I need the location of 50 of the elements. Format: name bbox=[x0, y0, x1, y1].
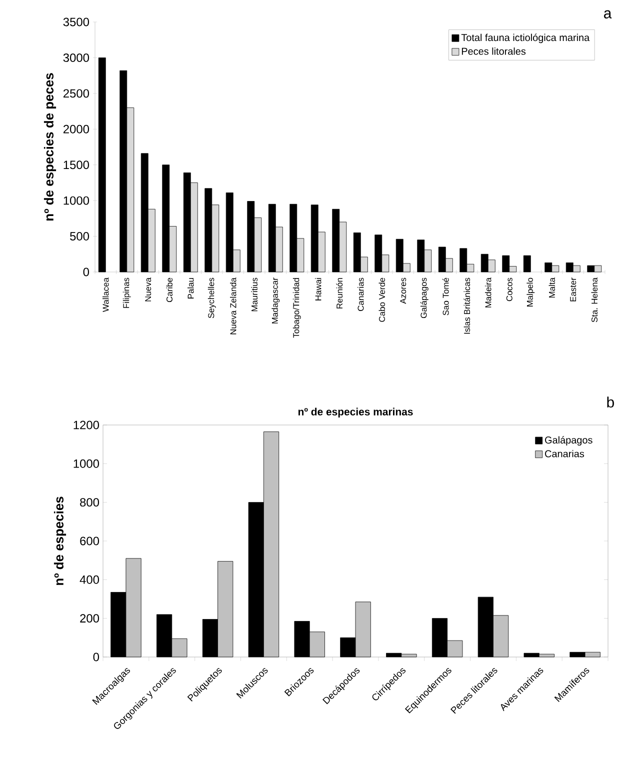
legend-label: Canarias bbox=[545, 450, 584, 458]
x-tick-label: Easter bbox=[570, 278, 576, 302]
y-tick-label: 1000 bbox=[64, 196, 90, 205]
x-tick-label: Hawai bbox=[315, 278, 322, 300]
x-tick-label: Galápagos bbox=[420, 278, 428, 318]
y-tick-label: 1500 bbox=[64, 160, 90, 170]
x-tick-label: Caribe bbox=[166, 278, 172, 302]
y-tick-label: 500 bbox=[70, 232, 90, 240]
x-tick-label: Azores bbox=[400, 278, 406, 304]
y-tick-label: 0 bbox=[83, 268, 90, 276]
y-tick-label: 600 bbox=[80, 536, 100, 546]
y-tick-label: 3000 bbox=[63, 53, 90, 62]
text: b bbox=[607, 396, 614, 408]
legend-label: Galápagos bbox=[545, 436, 592, 446]
x-tick-label: Seychelles bbox=[208, 278, 216, 318]
y-tick-label: 3500 bbox=[63, 18, 90, 26]
y-tick-label: 1200 bbox=[74, 420, 100, 430]
x-tick-label: Malta bbox=[548, 278, 555, 298]
x-tick-label: Filipinas bbox=[122, 278, 131, 308]
x-tick-label: Madagascar bbox=[272, 278, 280, 324]
x-tick-label: Reunión bbox=[336, 278, 343, 308]
x-tick-label: Tobago/Trinidad bbox=[292, 278, 301, 338]
bar bbox=[98, 58, 106, 272]
y-tick-label: 2500 bbox=[63, 89, 90, 98]
y-tick-label: 400 bbox=[80, 575, 100, 584]
x-tick-label: Mauritius bbox=[251, 278, 258, 312]
chart-title: nº de especies marinas bbox=[298, 408, 413, 418]
x-tick-label: Nueva Zelanda bbox=[230, 278, 236, 334]
x-tick-label: Canarias bbox=[358, 278, 364, 311]
text: a bbox=[604, 10, 612, 18]
y-tick-label: 2000 bbox=[63, 124, 90, 134]
y-tick-label: 0 bbox=[93, 652, 100, 662]
y-tick-label: 200 bbox=[80, 614, 100, 623]
y-axis-title: nº de especies de peces bbox=[44, 73, 56, 220]
x-tick-label: Wallacea bbox=[102, 278, 109, 312]
x-tick-label: Madeira bbox=[485, 278, 492, 308]
bar bbox=[523, 255, 531, 272]
x-tick-label: Malpelo bbox=[526, 278, 535, 306]
y-tick-label: 800 bbox=[80, 498, 100, 507]
legend-label: Peces litorales bbox=[462, 47, 526, 55]
x-tick-label: Cocos bbox=[506, 278, 512, 302]
x-tick-label: Palau bbox=[188, 278, 194, 298]
y-tick-label: 1000 bbox=[74, 459, 100, 468]
x-tick-label: Islas Británicas bbox=[464, 278, 470, 334]
y-axis-title: nº de especies bbox=[54, 496, 66, 585]
legend-label: Total fauna ictiológica marina bbox=[461, 34, 590, 44]
x-tick-label: Nueva bbox=[145, 278, 152, 302]
x-tick-label: Sta. Helena bbox=[591, 278, 598, 322]
x-tick-label: Sao Tomé bbox=[442, 278, 449, 316]
x-tick-label: Cabo Verde bbox=[378, 278, 385, 322]
